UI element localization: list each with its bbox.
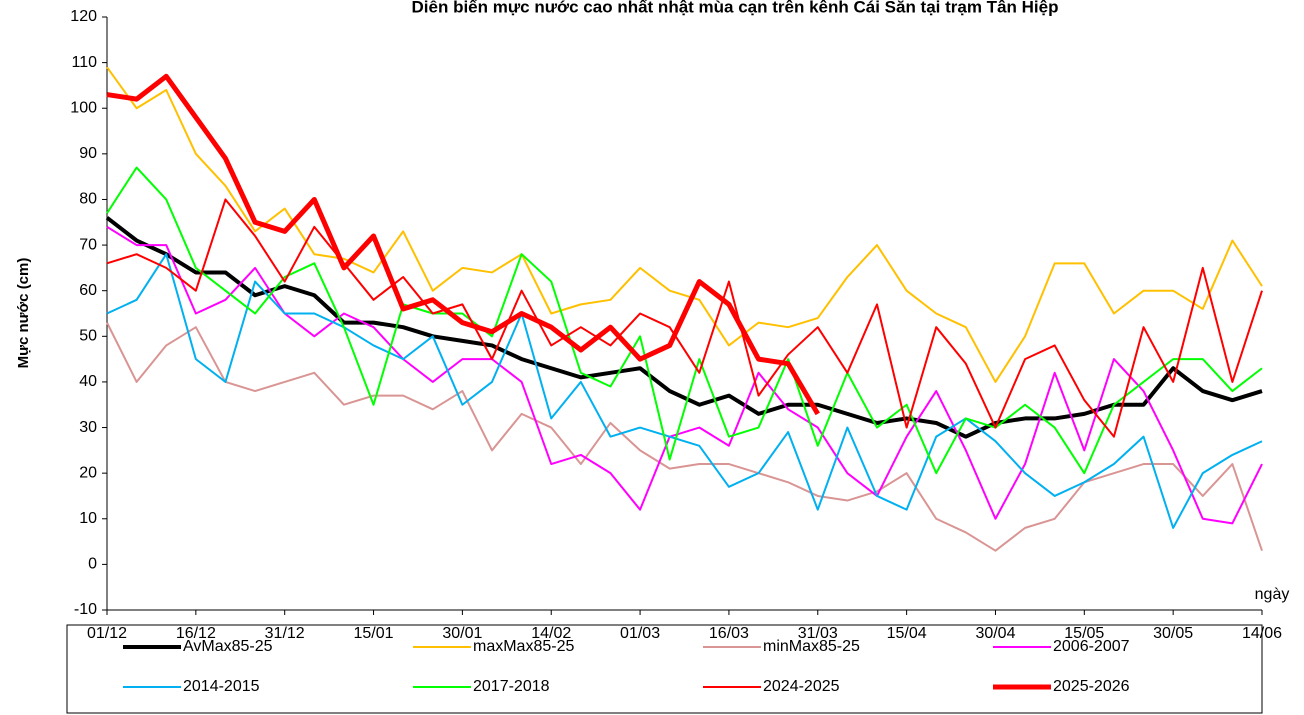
y-tick-label: 50 — [79, 328, 97, 345]
legend-label: 2017-2018 — [473, 678, 550, 695]
series-line — [106, 225, 1263, 525]
x-axis-label: ngày — [1255, 586, 1290, 603]
legend-label: 2025-2026 — [1053, 678, 1130, 695]
y-tick-label: 80 — [79, 191, 97, 208]
legend-label: minMax85-25 — [763, 638, 860, 655]
x-tick-label: 30/05 — [1153, 625, 1193, 642]
y-tick-label: 60 — [79, 282, 97, 299]
legend-label: 2024-2025 — [763, 678, 840, 695]
x-tick-label: 15/04 — [887, 625, 927, 642]
x-tick-label: 01/12 — [87, 625, 127, 642]
x-tick-label: 15/05 — [1064, 625, 1104, 642]
x-tick-label: 30/04 — [975, 625, 1015, 642]
legend-label: AvMax85-25 — [183, 638, 273, 655]
legend-box — [66, 624, 1263, 714]
x-tick-label: 30/01 — [442, 625, 482, 642]
series-line — [106, 166, 1263, 475]
legend-label: 2006-2007 — [1053, 638, 1130, 655]
x-tick-label: 01/03 — [620, 625, 660, 642]
legend-label: maxMax85-25 — [473, 638, 574, 655]
chart-title: Diễn biến mực nước cao nhất nhật mùa cạn… — [412, 0, 1059, 16]
x-tick-label: 16/12 — [176, 625, 216, 642]
y-tick-label: 0 — [88, 556, 97, 573]
y-tick-label: 120 — [70, 8, 97, 25]
y-tick-label: 20 — [79, 464, 97, 481]
y-tick-label: 40 — [79, 373, 97, 390]
y-tick-label: -10 — [74, 601, 97, 618]
legend-label: 2014-2015 — [183, 678, 260, 695]
y-axis-label: Mực nước (cm) — [15, 258, 32, 369]
x-tick-label: 31/03 — [798, 625, 838, 642]
series-line — [106, 73, 820, 416]
y-tick-label: 30 — [79, 419, 97, 436]
x-tick-label: 15/01 — [354, 625, 394, 642]
x-tick-label: 14/06 — [1242, 625, 1282, 642]
y-tick-label: 100 — [70, 99, 97, 116]
series-line — [106, 66, 1263, 383]
y-tick-label: 10 — [79, 510, 97, 527]
series-line — [106, 198, 1263, 438]
series-line — [105, 216, 1263, 439]
y-tick-label: 110 — [71, 54, 97, 71]
x-tick-label: 14/02 — [531, 625, 571, 642]
x-tick-label: 31/12 — [265, 625, 305, 642]
series-line — [106, 253, 1263, 529]
y-tick-label: 70 — [79, 236, 97, 253]
x-tick-label: 16/03 — [709, 625, 749, 642]
series-line — [106, 322, 1263, 552]
y-tick-label: 90 — [79, 145, 97, 162]
